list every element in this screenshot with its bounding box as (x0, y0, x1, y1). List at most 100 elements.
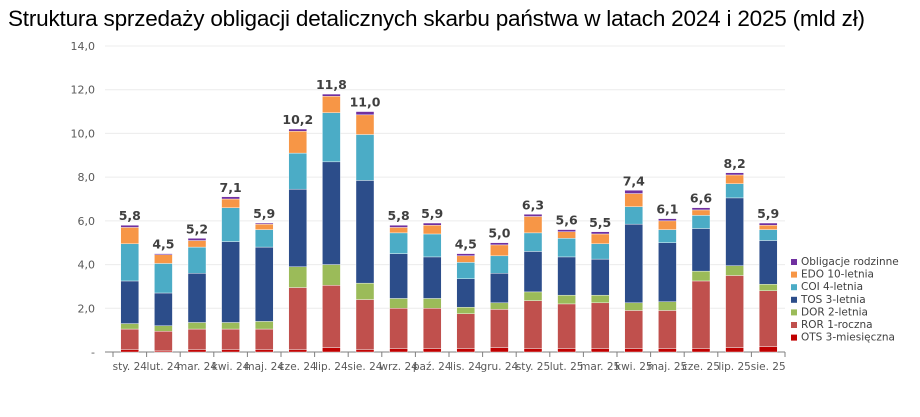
bar-segment (221, 322, 240, 330)
bar-segment (355, 299, 375, 351)
bar-segment (523, 214, 543, 217)
bar-segment (187, 322, 207, 330)
bar-segment (389, 253, 408, 299)
bar-segment (154, 292, 173, 326)
bar-segment (725, 265, 744, 276)
bar-segment (591, 302, 610, 349)
bar-segment (759, 240, 778, 285)
bar-segment (456, 255, 475, 263)
bar-segment (389, 308, 408, 349)
bar-segment (120, 243, 140, 282)
total-label: 7,1 (220, 180, 242, 195)
bar-segment (187, 246, 207, 274)
x-tick-label: cze. 25 (682, 361, 720, 373)
bar-segment (355, 111, 375, 116)
bar-segment (254, 349, 274, 353)
bar-segment (523, 251, 543, 293)
x-tick-label: mar. 24 (177, 361, 217, 373)
total-label: 10,2 (282, 112, 313, 127)
bar-segment (456, 306, 475, 314)
y-tick-label: 8,0 (78, 171, 96, 184)
bar-segment (490, 244, 509, 257)
bar-segment (254, 321, 274, 330)
bar-segment (691, 209, 711, 216)
bar-segment (120, 323, 140, 330)
legend-swatch (791, 296, 797, 303)
bar-segment (288, 131, 307, 154)
y-tick-label: 2,0 (78, 302, 96, 315)
x-tick-label: maj. 24 (244, 361, 284, 373)
total-label: 5,2 (186, 221, 208, 236)
x-tick-label: wrz. 24 (379, 361, 418, 373)
bar-segment (288, 349, 307, 353)
legend-label: Obligacje rodzinne (801, 256, 899, 268)
bar-segment (456, 313, 475, 349)
bar-segment (389, 232, 408, 254)
bar-segment (154, 253, 173, 255)
bar-segment (423, 225, 442, 235)
total-label: 8,2 (724, 156, 746, 171)
bar-segment (254, 222, 274, 225)
total-label: 4,5 (152, 237, 174, 252)
bar-segment (523, 216, 543, 234)
bar-segment (322, 264, 341, 286)
bar-segment (187, 328, 207, 351)
x-tick-label: gru. 24 (481, 361, 519, 373)
bar-segment (523, 300, 543, 349)
bar-segment (355, 349, 375, 353)
bar-segment (591, 243, 610, 260)
bar-segment (456, 253, 475, 257)
x-tick-label: sie. 24 (348, 361, 383, 373)
legend-label: COI 4-letnia (801, 281, 863, 293)
legend-label: OTS 3-miesięczna (801, 332, 895, 344)
total-label: 7,4 (623, 173, 645, 188)
bar-segment (221, 198, 240, 208)
bar-segment (725, 183, 744, 199)
bar-segment (624, 302, 643, 311)
total-label: 6,1 (656, 202, 678, 217)
bar-segment (725, 197, 744, 266)
y-tick-label: 4,0 (78, 259, 96, 272)
bar-segment (254, 223, 274, 230)
legend-swatch (791, 322, 797, 328)
bar-segment (759, 225, 778, 230)
bar-segment (691, 228, 711, 272)
bar-segment (456, 262, 475, 279)
bar-segment (658, 310, 677, 349)
x-tick-label: kwi. 25 (615, 361, 653, 373)
bar-segment (624, 193, 643, 207)
bar-segment (355, 134, 375, 181)
bar-segment (624, 310, 643, 349)
bar-segment (624, 206, 643, 225)
bar-segment (254, 328, 274, 351)
bar-segment (490, 309, 509, 348)
bar-segment (691, 280, 711, 349)
bar-segment (288, 152, 307, 190)
bar-segment (288, 266, 307, 288)
legend-swatch (791, 309, 797, 316)
bar-segment (423, 256, 442, 299)
legend-label: ROR 1-roczna (801, 319, 873, 331)
total-label: 6,3 (522, 197, 544, 212)
bar-segment (120, 328, 140, 351)
bar-segment (322, 93, 341, 97)
bar-segment (691, 348, 711, 353)
bar-segment (557, 229, 576, 232)
bar-segment (221, 349, 240, 353)
bar-segment (355, 282, 375, 300)
x-tick-label: cze. 24 (279, 361, 317, 373)
bar-segment (254, 229, 274, 248)
bar-segment (591, 233, 610, 245)
bar-segment (389, 298, 408, 309)
x-tick-label: lut. 24 (147, 361, 181, 373)
bar-segment (490, 242, 509, 246)
legend-swatch (791, 284, 797, 291)
x-tick-label: paź. 24 (413, 361, 452, 373)
legend-swatch (791, 334, 797, 341)
bar-segment (591, 294, 610, 304)
bar-segment (557, 231, 576, 239)
x-tick-label: lis. 24 (450, 361, 482, 373)
bar-segment (120, 227, 140, 245)
bar-segment (389, 348, 408, 353)
total-label: 5,9 (421, 206, 443, 221)
